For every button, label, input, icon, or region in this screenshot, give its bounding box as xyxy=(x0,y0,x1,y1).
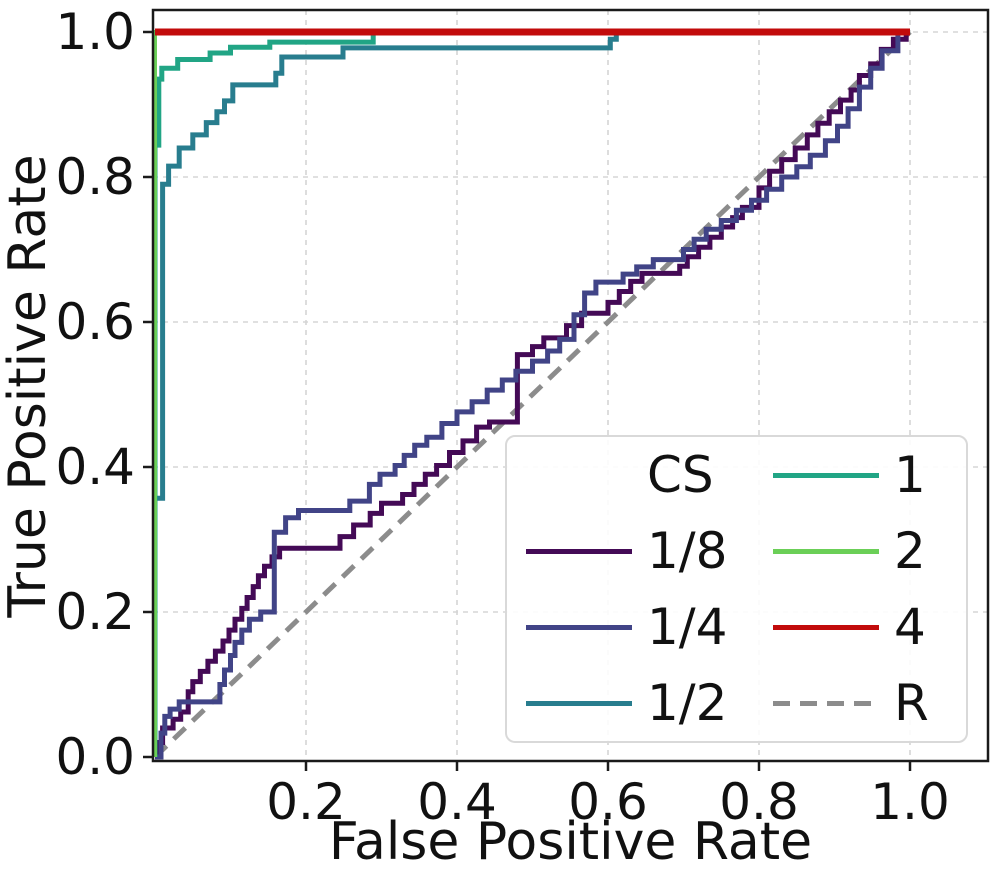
plot-border xyxy=(151,8,990,763)
legend-label: 4 xyxy=(894,598,926,656)
legend-label: R xyxy=(894,674,929,732)
y-tick-label: 0.0 xyxy=(55,728,135,786)
legend-line-swatch xyxy=(773,548,879,554)
legend-line-swatch xyxy=(526,700,632,706)
y-tick-label: 0.2 xyxy=(55,583,135,641)
x-tick-label: 0.2 xyxy=(266,773,346,831)
roc-curve-R xyxy=(153,30,912,759)
x-tick-label: 1.0 xyxy=(870,773,950,831)
legend-label: 1/8 xyxy=(647,522,728,580)
legend-entry-1-8: 1/8 xyxy=(526,513,757,589)
legend-entry-1: 1 xyxy=(773,437,966,513)
y-tick-label: 1.0 xyxy=(55,3,135,61)
legend-entry-CS: CS xyxy=(526,437,757,513)
legend-line-swatch xyxy=(526,624,632,630)
roc-curve-1 xyxy=(152,29,910,757)
legend-entry-1-2: 1/2 xyxy=(526,665,757,741)
x-tick-label: 0.8 xyxy=(719,773,799,831)
y-axis-title: True Positive Rate xyxy=(0,10,58,761)
legend-entry-2: 2 xyxy=(773,513,966,589)
legend-swatch-empty xyxy=(526,473,632,478)
legend-line-swatch xyxy=(773,624,879,630)
legend-entry-R: R xyxy=(773,665,966,741)
legend-label: 2 xyxy=(894,522,926,580)
legend-column-2: 1 2 4 R xyxy=(757,437,966,741)
legend-entry-4: 4 xyxy=(773,589,966,665)
roc-curve-1-2 xyxy=(152,29,910,757)
x-tick-label: 0.4 xyxy=(417,773,497,831)
legend-line-swatch xyxy=(773,472,879,478)
legend-entry-1-4: 1/4 xyxy=(526,589,757,665)
y-tick-label: 0.8 xyxy=(55,148,135,206)
y-tick-label: 0.6 xyxy=(55,293,135,351)
x-tick-label: 0.6 xyxy=(568,773,648,831)
y-axis-title-text: True Positive Rate xyxy=(0,153,58,618)
legend-line-swatch xyxy=(773,700,879,706)
y-tick-label: 0.4 xyxy=(55,438,135,496)
legend-label: CS xyxy=(647,446,714,504)
legend-box: CS 1/8 1/4 1/2 1 2 4 R xyxy=(505,435,968,743)
legend-line-swatch xyxy=(526,548,632,554)
legend-column-1: CS 1/8 1/4 1/2 xyxy=(507,437,757,741)
roc-curve-1-4 xyxy=(155,29,910,760)
legend-label: 1/4 xyxy=(647,598,728,656)
x-axis-title: False Positive Rate xyxy=(328,812,813,872)
roc-curve-1-8 xyxy=(155,29,910,760)
legend-label: 1 xyxy=(894,446,926,504)
legend-label: 1/2 xyxy=(647,674,728,732)
